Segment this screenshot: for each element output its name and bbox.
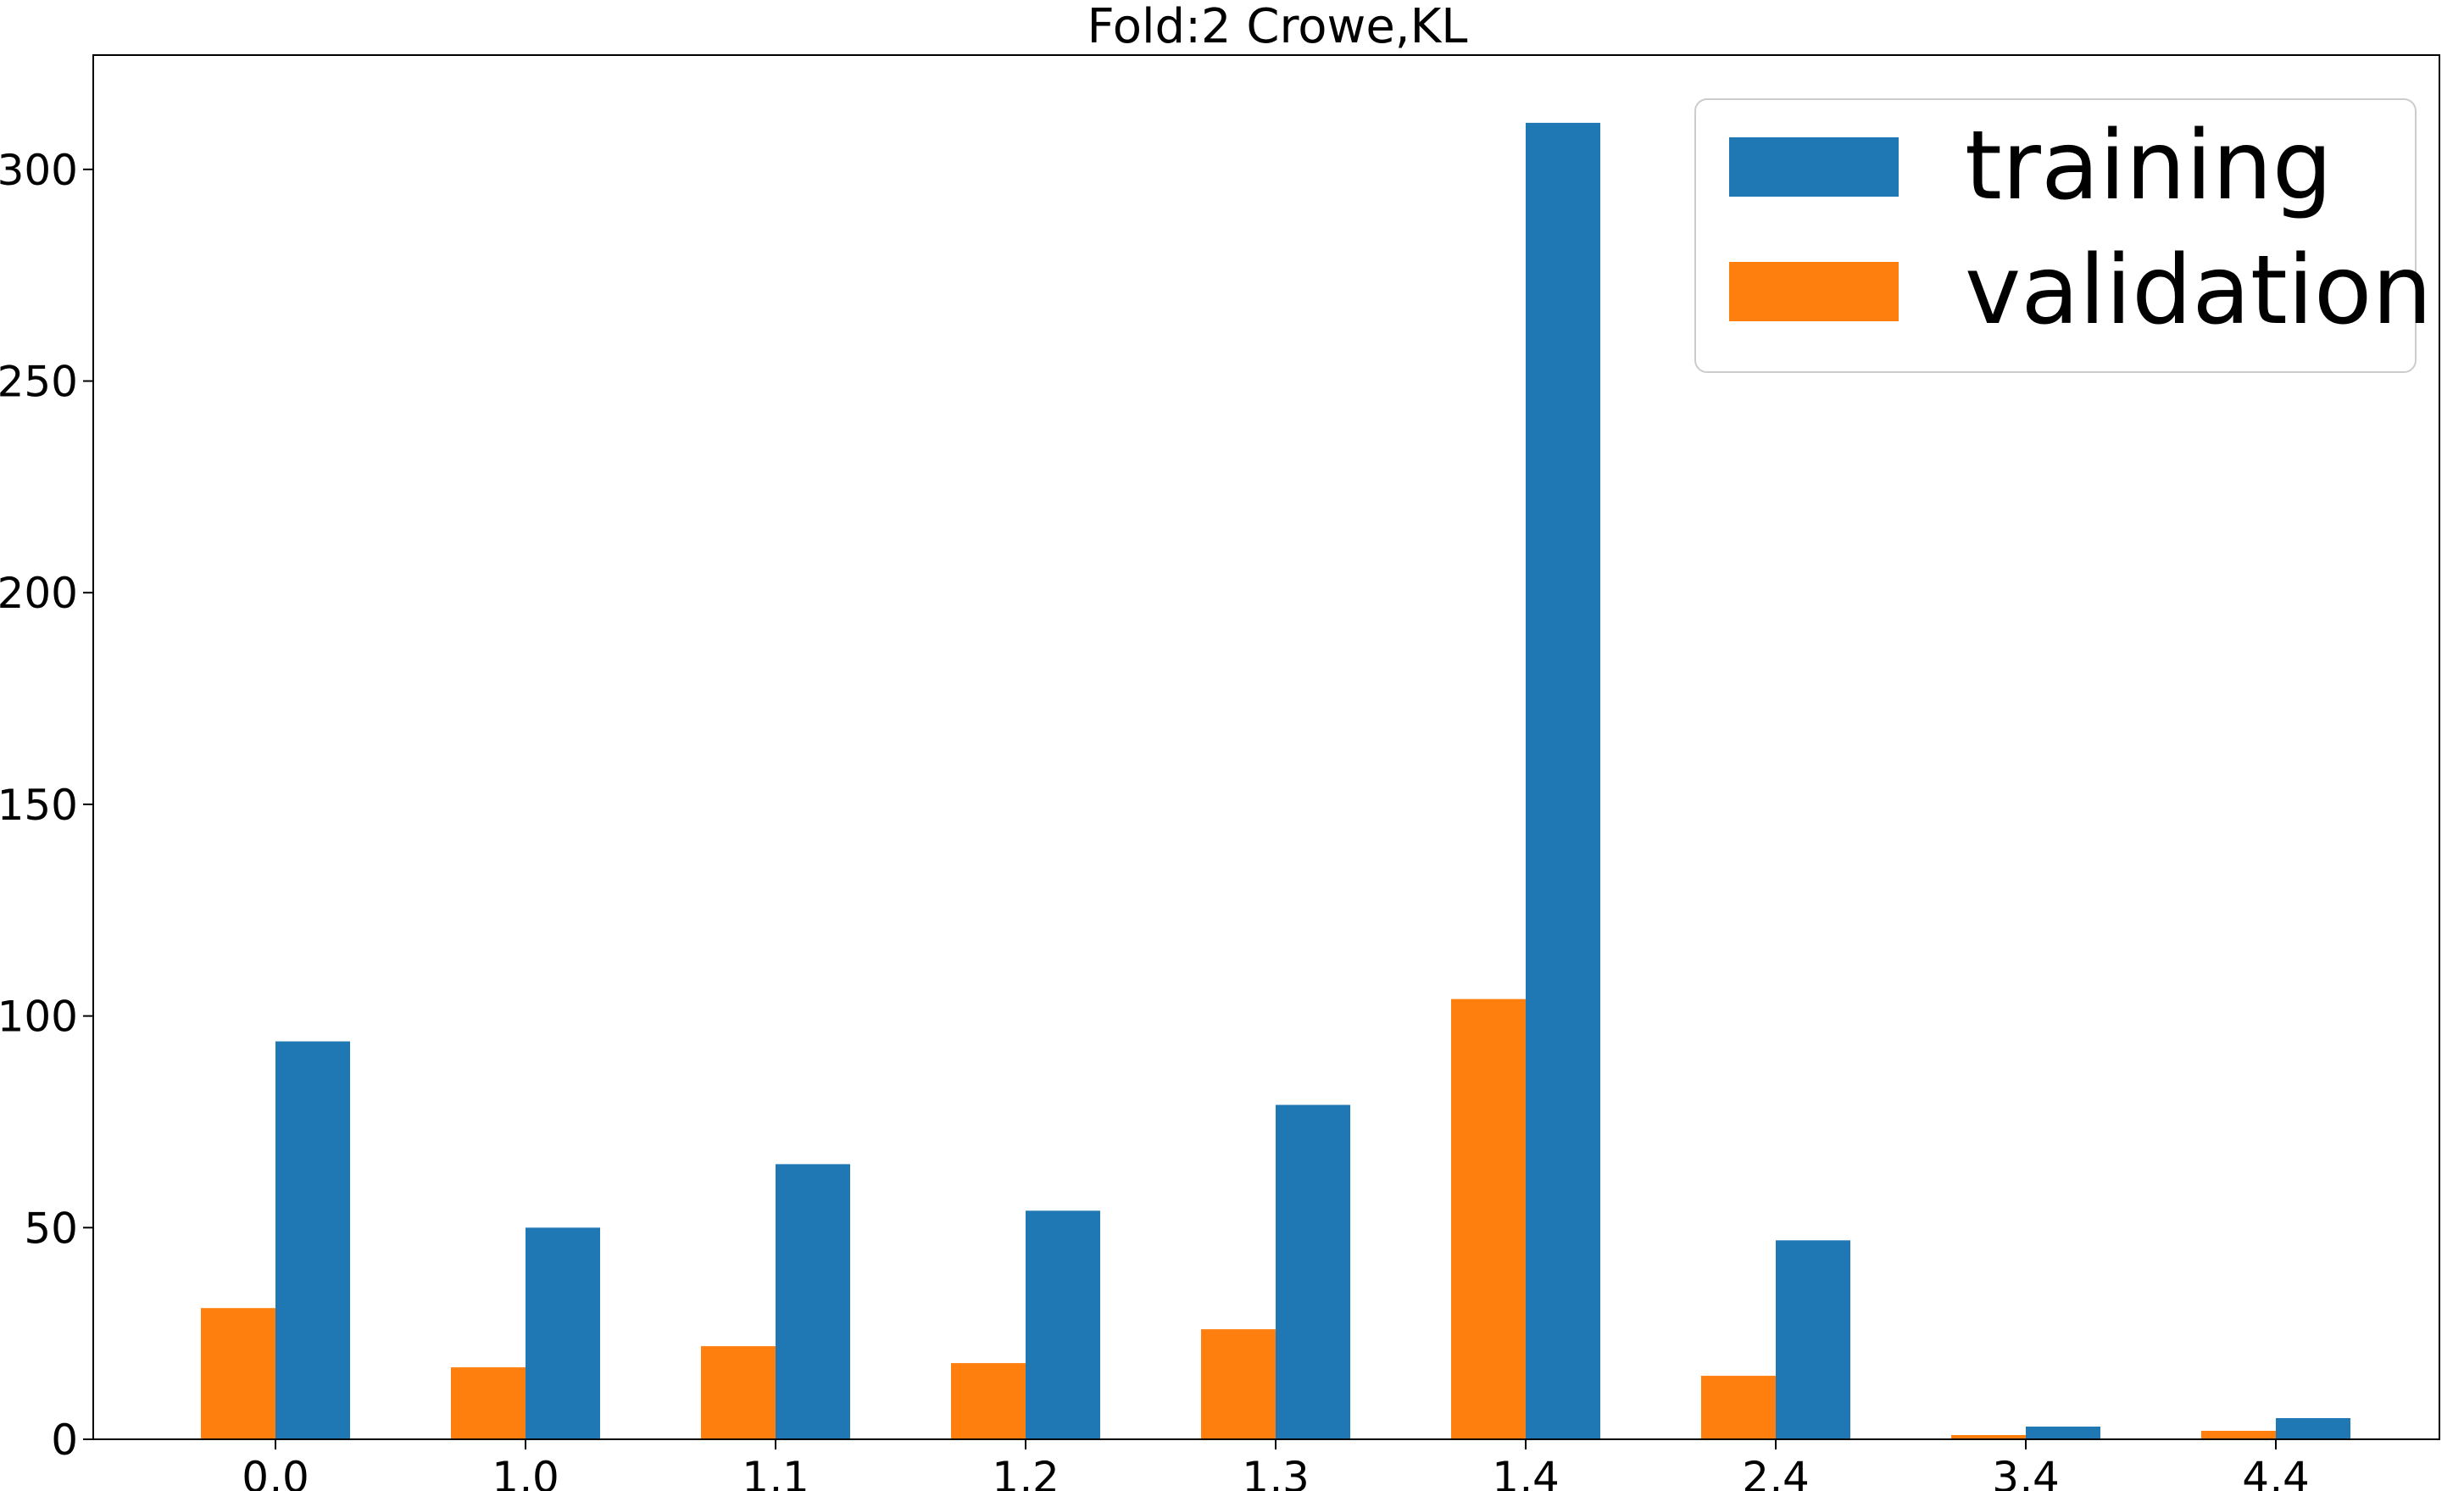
- bar-validation-8: [2201, 1431, 2276, 1439]
- x-tick-label: 3,4: [1992, 1453, 2060, 1491]
- x-tick-label: 4,4: [2242, 1453, 2310, 1491]
- bar-training-0: [275, 1041, 350, 1439]
- x-tick-label: 1,2: [992, 1453, 1060, 1491]
- x-axis-ticks: 0,0 1,0 1,1 1,2 1,3 1,4 2,4 3,4 4,4: [242, 1439, 2310, 1491]
- bar-training-7: [2026, 1427, 2100, 1439]
- y-tick-label: 300: [0, 146, 78, 195]
- y-tick-label: 200: [0, 569, 78, 618]
- bar-training-2: [776, 1164, 850, 1439]
- bar-validation-2: [701, 1346, 776, 1439]
- y-axis-ticks: 0 50 100 150 200 250 300: [0, 146, 93, 1465]
- x-tick-label: 1,0: [492, 1453, 559, 1491]
- bar-training-8: [2276, 1418, 2350, 1439]
- legend-swatch-training: [1729, 137, 1899, 197]
- y-tick-label: 250: [0, 358, 78, 407]
- bar-validation-5: [1451, 999, 1526, 1439]
- bar-validation-4: [1201, 1329, 1276, 1439]
- x-tick-label: 2,4: [1742, 1453, 1810, 1491]
- legend-swatch-validation: [1729, 262, 1899, 321]
- bars-group: [201, 122, 2350, 1440]
- y-tick-label: 150: [0, 781, 78, 830]
- legend-label-validation: validation: [1965, 236, 2432, 346]
- y-tick-label: 0: [51, 1416, 78, 1465]
- x-tick-label: 1,1: [742, 1453, 809, 1491]
- bar-training-3: [1026, 1210, 1100, 1439]
- legend: training validation: [1694, 98, 2432, 373]
- plot-frame: [92, 54, 2440, 1440]
- bar-validation-1: [451, 1367, 526, 1439]
- legend-label-training: training: [1965, 111, 2333, 221]
- bar-training-5: [1526, 122, 1600, 1440]
- x-tick-label: 1,4: [1492, 1453, 1560, 1491]
- bar-validation-0: [201, 1308, 275, 1439]
- bar-training-1: [526, 1227, 600, 1439]
- bar-training-6: [1776, 1240, 1850, 1439]
- bar-validation-6: [1701, 1376, 1776, 1439]
- bar-validation-7: [1951, 1435, 2026, 1439]
- bar-training-4: [1276, 1104, 1350, 1439]
- chart-title: Fold:2 Crowe,KL: [1087, 0, 1467, 54]
- y-tick-label: 50: [24, 1204, 78, 1253]
- y-tick-label: 100: [0, 993, 78, 1042]
- x-tick-label: 1,3: [1242, 1453, 1310, 1491]
- x-tick-label: 0,0: [242, 1453, 309, 1491]
- bar-validation-3: [951, 1363, 1026, 1439]
